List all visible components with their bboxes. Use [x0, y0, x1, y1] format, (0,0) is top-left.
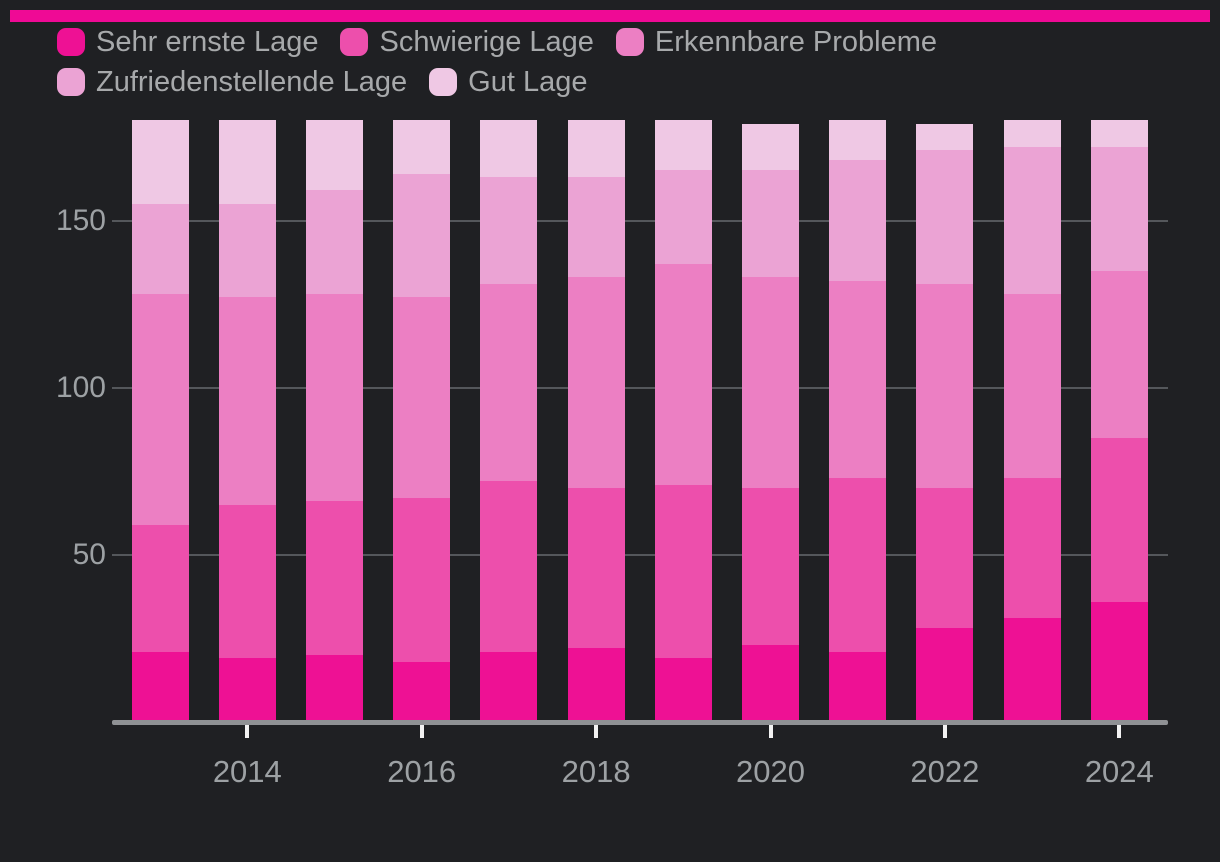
legend-item-zufriedenstellende-lage[interactable]: Zufriedenstellende Lage [57, 66, 408, 98]
bar-segment-2017-schwierige-lage[interactable] [480, 481, 538, 652]
bar-segment-2019-erkennbare-probleme[interactable] [654, 264, 712, 485]
bar-segment-2016-schwierige-lage[interactable] [393, 498, 451, 662]
x-axis-label-2022: 2022 [910, 754, 980, 789]
legend-label: Schwierige Lage [379, 26, 594, 58]
x-axis-tick-2022 [942, 725, 947, 738]
bar-segment-2021-schwierige-lage[interactable] [829, 477, 887, 652]
bar-segment-2024-gut-lage[interactable] [1090, 120, 1148, 147]
legend-color-chip [340, 28, 369, 56]
x-axis-label-2020: 2020 [736, 754, 805, 789]
legend-color-chip [57, 28, 85, 56]
bar-segment-2017-erkennbare-probleme[interactable] [480, 284, 538, 482]
bar-segment-2015-sehr-ernste-lage[interactable] [306, 655, 363, 722]
gridline-y-100 [112, 386, 1168, 389]
bar-segment-2019-schwierige-lage[interactable] [654, 484, 712, 659]
legend-color-chip [615, 28, 644, 56]
legend-item-sehr-ernste-lage[interactable]: Sehr ernste Lage [57, 26, 319, 58]
legend-item-gut-lage[interactable]: Gut Lage [429, 66, 588, 98]
bar-segment-2022-erkennbare-probleme[interactable] [916, 284, 974, 488]
legend-label: Erkennbare Probleme [654, 26, 938, 58]
bar-segment-2022-schwierige-lage[interactable] [916, 487, 974, 629]
x-axis-line [112, 720, 1168, 725]
y-axis-label-100: 100 [55, 370, 106, 404]
bar-segment-2015-gut-lage[interactable] [306, 120, 363, 191]
bar-segment-2013-erkennbare-probleme[interactable] [131, 294, 189, 525]
bar-segment-2020-erkennbare-probleme[interactable] [742, 277, 799, 488]
legend-color-chip [57, 68, 85, 96]
bar-segment-2016-erkennbare-probleme[interactable] [393, 297, 451, 499]
x-axis-tick-2016 [419, 725, 424, 738]
bar-segment-2024-schwierige-lage[interactable] [1090, 437, 1148, 602]
bar-segment-2018-gut-lage[interactable] [567, 120, 625, 178]
bar-segment-2023-sehr-ernste-lage[interactable] [1003, 618, 1061, 722]
legend-label: Gut Lage [468, 66, 588, 98]
bar-segment-2020-schwierige-lage[interactable] [742, 487, 799, 646]
bar-segment-2023-schwierige-lage[interactable] [1003, 477, 1061, 619]
gridline-y-50 [112, 553, 1168, 556]
x-axis-tick-2018 [594, 725, 599, 738]
legend-label: Zufriedenstellende Lage [96, 66, 408, 98]
legend-color-chip [429, 68, 458, 96]
bar-segment-2021-erkennbare-probleme[interactable] [829, 280, 887, 478]
bar-segment-2017-sehr-ernste-lage[interactable] [480, 651, 538, 722]
x-axis-label-2016: 2016 [387, 754, 457, 789]
chart-legend: Sehr ernste Lage Schwierige Lage Erkennbar… [57, 28, 937, 108]
bar-segment-2019-gut-lage[interactable] [654, 120, 712, 171]
bar-segment-2018-erkennbare-probleme[interactable] [567, 277, 625, 488]
x-axis-tick-2014 [245, 725, 250, 738]
bar-segment-2021-sehr-ernste-lage[interactable] [829, 651, 887, 722]
y-axis-label-50: 50 [72, 537, 106, 571]
bar-segment-2018-schwierige-lage[interactable] [567, 487, 625, 649]
bar-segment-2021-gut-lage[interactable] [829, 120, 887, 161]
bar-segment-2013-schwierige-lage[interactable] [131, 524, 189, 652]
bar-segment-2022-sehr-ernste-lage[interactable] [916, 628, 974, 722]
legend-item-erkennbare-probleme[interactable]: Erkennbare Probleme [615, 26, 938, 58]
legend-row-2: Zufriedenstellende Lage Gut Lage [57, 66, 937, 98]
bar-segment-2023-zufriedenstellende-lage[interactable] [1003, 147, 1061, 295]
bar-segment-2023-erkennbare-probleme[interactable] [1003, 294, 1061, 478]
bar-segment-2014-schwierige-lage[interactable] [218, 504, 276, 659]
bar-segment-2019-zufriedenstellende-lage[interactable] [654, 170, 712, 264]
x-axis-label-2024: 2024 [1084, 754, 1154, 789]
bar-segment-2021-zufriedenstellende-lage[interactable] [829, 160, 887, 281]
bar-segment-2020-zufriedenstellende-lage[interactable] [742, 170, 799, 278]
bar-segment-2016-zufriedenstellende-lage[interactable] [393, 173, 451, 298]
bar-segment-2024-zufriedenstellende-lage[interactable] [1090, 147, 1148, 271]
bar-segment-2017-zufriedenstellende-lage[interactable] [480, 177, 538, 285]
x-axis-tick-2020 [768, 725, 773, 738]
bar-segment-2014-zufriedenstellende-lage[interactable] [218, 203, 276, 298]
bar-segment-2014-erkennbare-probleme[interactable] [218, 297, 276, 505]
x-axis-label-2018: 2018 [561, 754, 631, 789]
bar-segment-2013-sehr-ernste-lage[interactable] [131, 651, 189, 722]
bar-segment-2013-gut-lage[interactable] [131, 120, 189, 204]
bar-segment-2014-gut-lage[interactable] [218, 120, 276, 204]
bar-segment-2022-gut-lage[interactable] [916, 123, 974, 151]
bar-segment-2020-gut-lage[interactable] [742, 123, 799, 171]
bar-segment-2018-sehr-ernste-lage[interactable] [567, 648, 625, 722]
bar-segment-2013-zufriedenstellende-lage[interactable] [131, 203, 189, 295]
bar-segment-2020-sehr-ernste-lage[interactable] [742, 645, 799, 722]
x-axis-tick-2024 [1117, 725, 1122, 738]
bar-segment-2024-erkennbare-probleme[interactable] [1090, 270, 1148, 438]
bar-segment-2022-zufriedenstellende-lage[interactable] [916, 150, 974, 285]
bar-segment-2016-sehr-ernste-lage[interactable] [393, 661, 451, 722]
legend-label: Sehr ernste Lage [96, 26, 319, 58]
bar-segment-2014-sehr-ernste-lage[interactable] [218, 658, 276, 722]
bar-segment-2015-zufriedenstellende-lage[interactable] [306, 190, 363, 295]
bar-segment-2015-schwierige-lage[interactable] [306, 501, 363, 656]
bar-segment-2016-gut-lage[interactable] [393, 120, 451, 174]
bar-segment-2024-sehr-ernste-lage[interactable] [1090, 601, 1148, 722]
y-axis-label-150: 150 [55, 203, 106, 237]
gridline-y-150 [112, 219, 1168, 222]
legend-row-1: Sehr ernste Lage Schwierige Lage Erkennbar… [57, 26, 938, 58]
bar-segment-2017-gut-lage[interactable] [480, 120, 538, 178]
bar-segment-2019-sehr-ernste-lage[interactable] [654, 658, 712, 722]
bar-segment-2023-gut-lage[interactable] [1003, 120, 1061, 147]
bar-segment-2015-erkennbare-probleme[interactable] [306, 294, 363, 502]
x-axis-label-2014: 2014 [212, 754, 282, 789]
bar-segment-2018-zufriedenstellende-lage[interactable] [567, 177, 625, 278]
brand-accent-bar [10, 10, 1210, 22]
legend-item-schwierige-lage[interactable]: Schwierige Lage [340, 26, 594, 58]
